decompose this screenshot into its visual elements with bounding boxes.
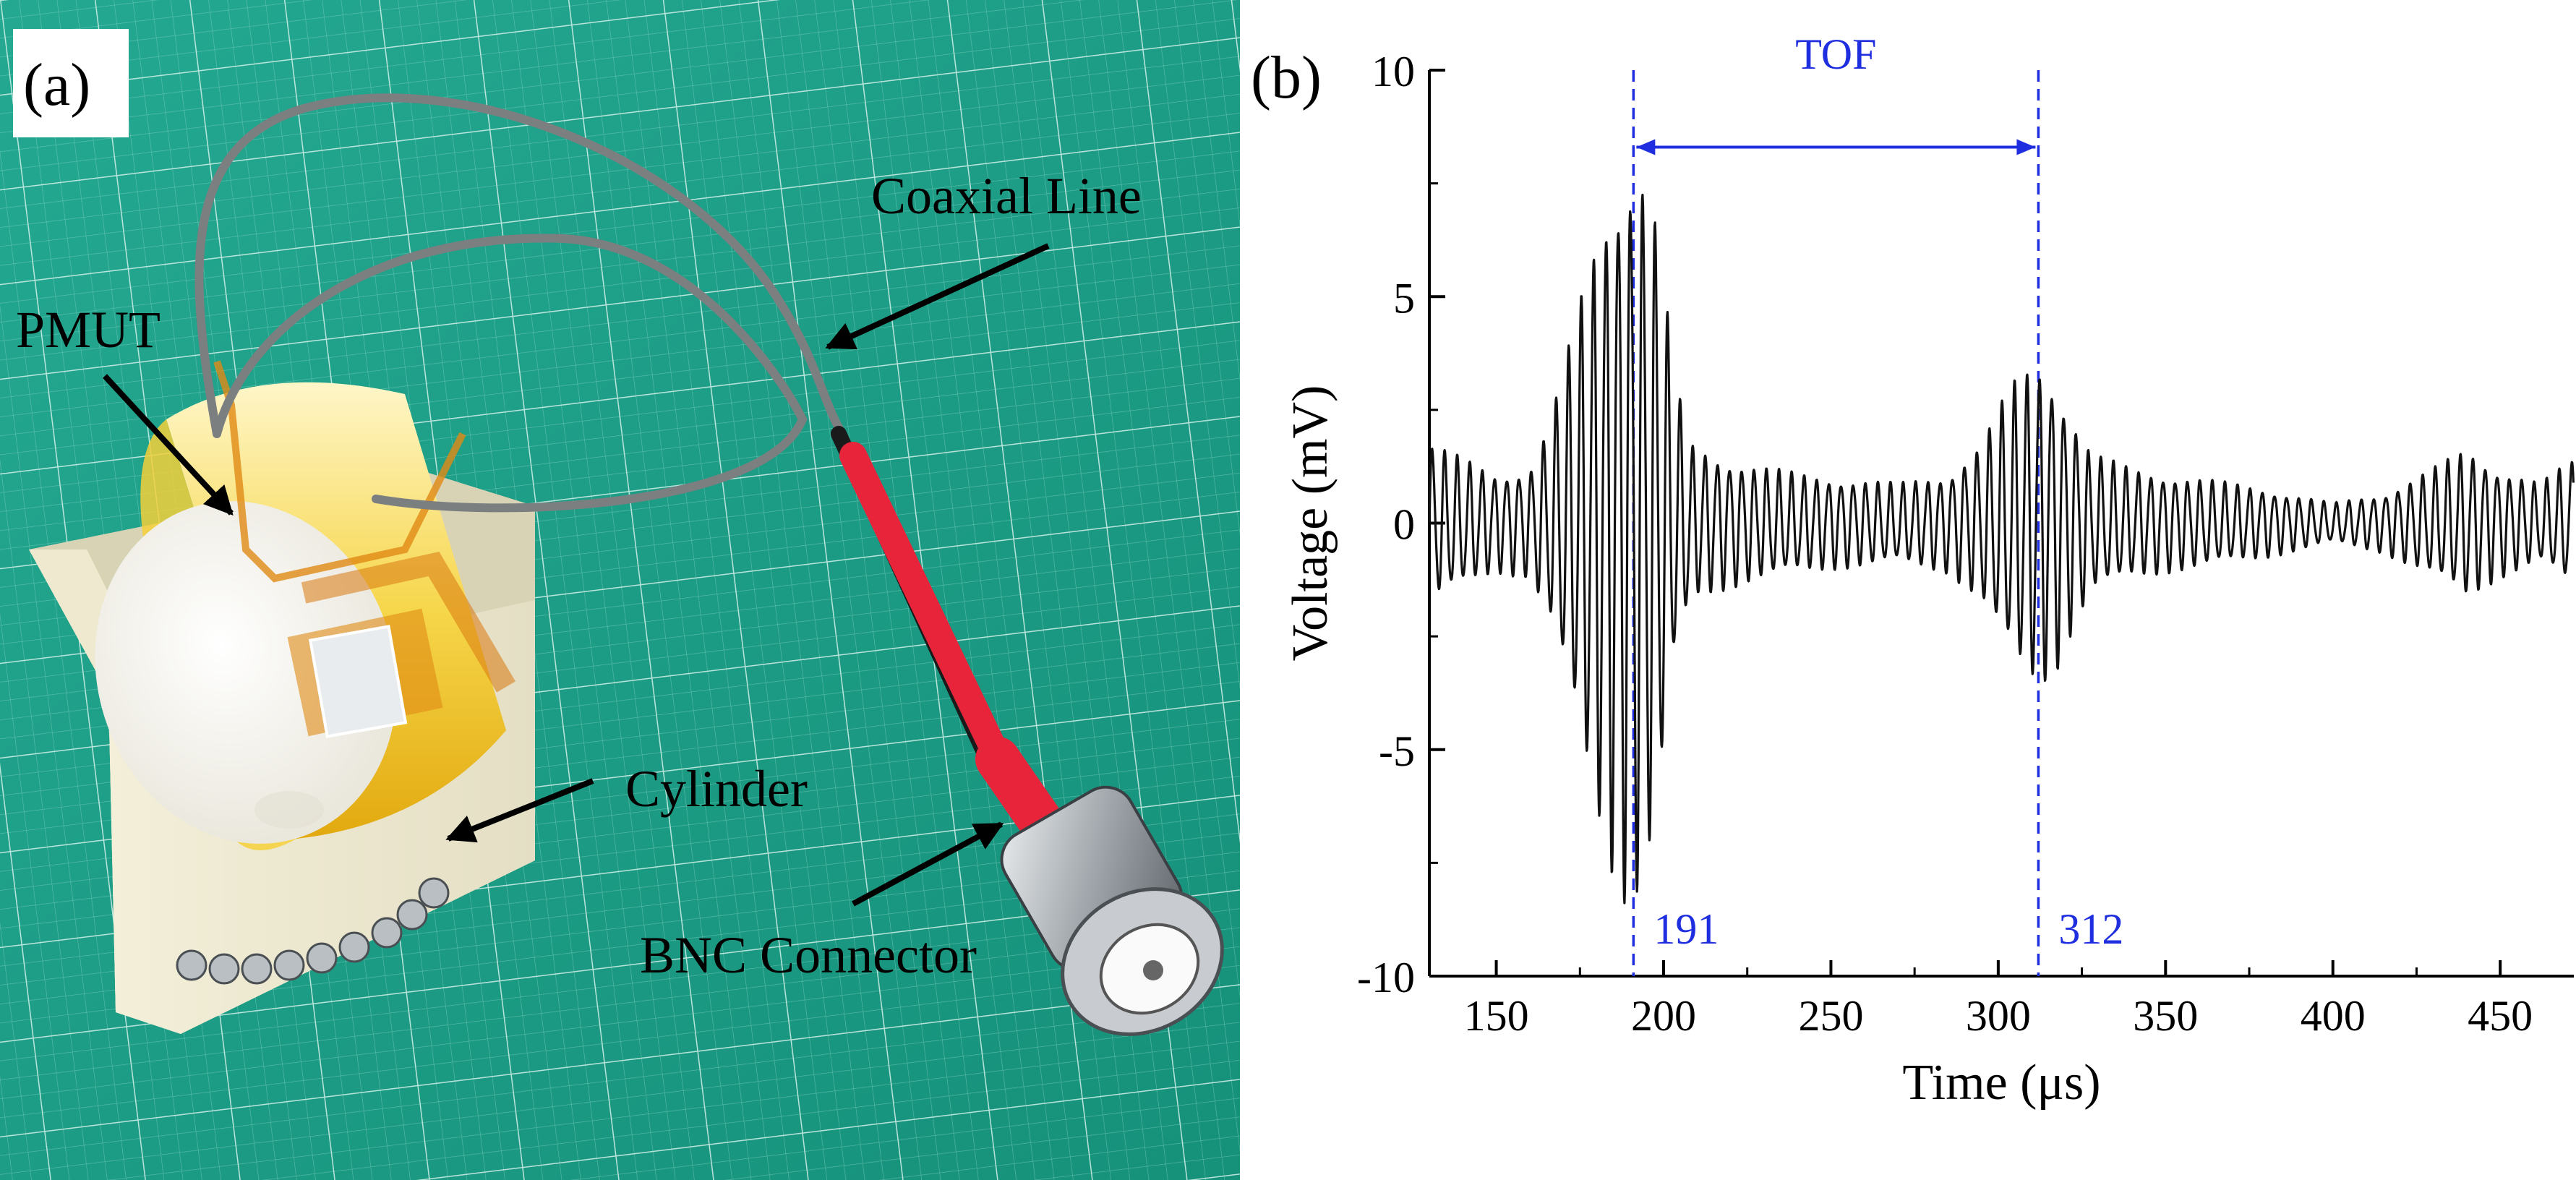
tof-markers: 191 312 TOF bbox=[1632, 30, 2123, 976]
x-tick-label: 200 bbox=[1631, 992, 1696, 1040]
coaxial-line-label: Coaxial Line bbox=[871, 167, 1142, 225]
y-tick-label: 5 bbox=[1393, 274, 1415, 322]
y-tick-label: 10 bbox=[1372, 48, 1415, 95]
steel-balls bbox=[176, 877, 450, 985]
x-tick-label: 150 bbox=[1464, 992, 1529, 1040]
panel-a-label-box bbox=[13, 29, 129, 137]
y-tick-label: -10 bbox=[1357, 954, 1415, 1001]
bnc-connector-label: BNC Connector bbox=[640, 926, 977, 984]
y-tick-label: 0 bbox=[1393, 501, 1415, 549]
x-tick-label: 450 bbox=[2468, 992, 2533, 1040]
x-tick-label: 300 bbox=[1966, 992, 2031, 1040]
tof-arrowhead-left-icon bbox=[1636, 139, 1656, 155]
cylinder bbox=[95, 360, 515, 850]
y-tick-label: -5 bbox=[1379, 727, 1415, 775]
bnc-connector bbox=[1000, 785, 1224, 1036]
voltage-time-chart: (b) -10 -5 0 5 10 150 200 250 300 350 400 450 191 31… bbox=[1251, 30, 2575, 1111]
tof-marker-label: 312 bbox=[2058, 905, 2123, 953]
cylinder-arrow-icon bbox=[445, 778, 594, 843]
x-axis-label: Time (μs) bbox=[1902, 1055, 2100, 1111]
x-tick-label: 250 bbox=[1798, 992, 1863, 1040]
pmut-arrow-icon bbox=[103, 374, 234, 516]
device-photo: Coaxial Line PMUT Cylinder BNC Connector… bbox=[0, 0, 1240, 1180]
y-axis-label: Voltage (mV) bbox=[1283, 385, 1338, 662]
pmut-chip bbox=[308, 625, 408, 738]
x-tick-label: 350 bbox=[2133, 992, 2198, 1040]
bnc-arrow-icon bbox=[852, 821, 1004, 907]
tof-marker-label: 191 bbox=[1653, 905, 1719, 953]
panel-a-label: (a) bbox=[23, 51, 90, 119]
coaxial-cable bbox=[194, 93, 847, 513]
coaxial-arrow-icon bbox=[825, 243, 1050, 350]
tof-arrowhead-right-icon bbox=[2016, 139, 2036, 155]
x-tick-label: 400 bbox=[2301, 992, 2366, 1040]
cylinder-label: Cylinder bbox=[625, 760, 808, 818]
pmut-label: PMUT bbox=[16, 301, 161, 359]
signal-waveform bbox=[1428, 193, 2575, 905]
tof-label: TOF bbox=[1795, 30, 1876, 78]
panel-b-label: (b) bbox=[1251, 44, 1322, 111]
